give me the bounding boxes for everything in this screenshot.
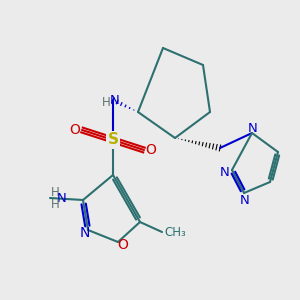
Text: H: H (51, 199, 59, 212)
Text: S: S (107, 133, 118, 148)
Text: N: N (240, 194, 250, 206)
Text: CH₃: CH₃ (164, 226, 186, 238)
Text: H: H (51, 187, 59, 200)
Text: N: N (80, 226, 90, 240)
Text: O: O (118, 238, 128, 252)
Text: H: H (102, 95, 110, 109)
Text: N: N (110, 94, 120, 107)
Text: N: N (220, 166, 230, 178)
Text: O: O (70, 123, 80, 137)
Text: N: N (248, 122, 258, 134)
Text: O: O (146, 143, 156, 157)
Text: N: N (57, 193, 67, 206)
